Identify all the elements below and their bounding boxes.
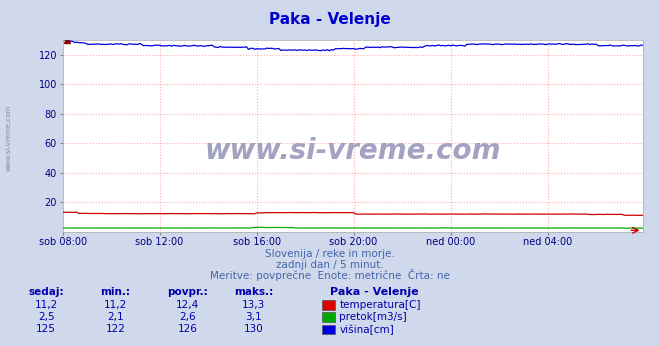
Text: 12,4: 12,4 (176, 300, 200, 310)
Text: 2,1: 2,1 (107, 312, 124, 322)
Text: pretok[m3/s]: pretok[m3/s] (339, 312, 407, 322)
Text: temperatura[C]: temperatura[C] (339, 300, 421, 310)
Text: 2,5: 2,5 (38, 312, 55, 322)
Text: min.:: min.: (100, 288, 130, 297)
Text: Meritve: povprečne  Enote: metrične  Črta: ne: Meritve: povprečne Enote: metrične Črta:… (210, 269, 449, 281)
Text: 11,2: 11,2 (34, 300, 58, 310)
Text: 125: 125 (36, 325, 56, 334)
Text: višina[cm]: višina[cm] (339, 324, 394, 335)
Text: 11,2: 11,2 (103, 300, 127, 310)
Text: 122: 122 (105, 325, 125, 334)
Text: Slovenija / reke in morje.: Slovenija / reke in morje. (264, 249, 395, 259)
Text: 3,1: 3,1 (245, 312, 262, 322)
Text: 2,6: 2,6 (179, 312, 196, 322)
Text: sedaj:: sedaj: (28, 288, 64, 297)
Text: maks.:: maks.: (234, 288, 273, 297)
Text: 130: 130 (244, 325, 264, 334)
Text: Paka - Velenje: Paka - Velenje (330, 288, 418, 297)
Text: 126: 126 (178, 325, 198, 334)
Text: povpr.:: povpr.: (167, 288, 208, 297)
Text: zadnji dan / 5 minut.: zadnji dan / 5 minut. (275, 260, 384, 270)
Text: www.si-vreme.com: www.si-vreme.com (5, 105, 12, 172)
Text: Paka - Velenje: Paka - Velenje (269, 11, 390, 27)
Text: 13,3: 13,3 (242, 300, 266, 310)
Text: www.si-vreme.com: www.si-vreme.com (204, 137, 501, 165)
